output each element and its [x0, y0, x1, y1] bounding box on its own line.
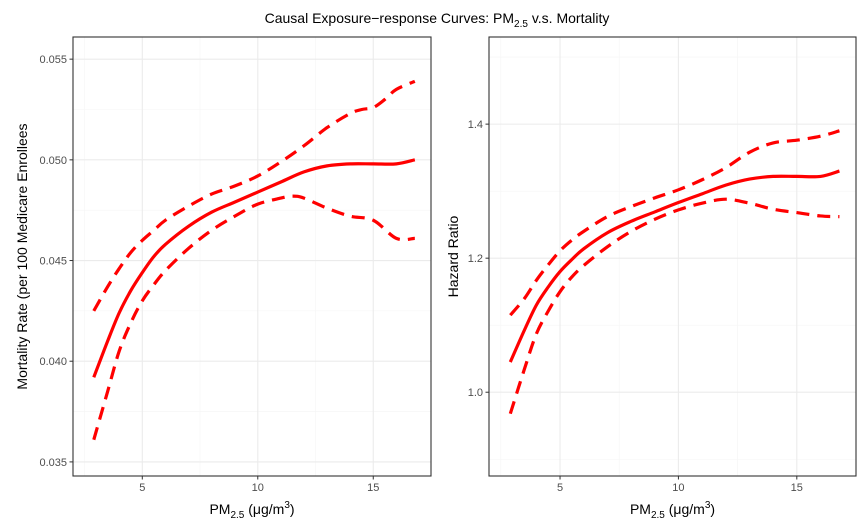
- y-axis-label-hazard: Hazard Ratio: [445, 215, 461, 297]
- title-subscript: 2.5: [514, 19, 528, 30]
- x-label-subscript: 2.5: [651, 510, 665, 521]
- title-tail: v.s. Mortality: [528, 10, 609, 26]
- series-estimate-line: [92, 158, 416, 378]
- panel-background: [489, 37, 856, 476]
- x-tick-label: 5: [557, 482, 563, 494]
- x-tick-label: 5: [139, 482, 145, 494]
- x-label-main: PM: [630, 501, 651, 517]
- grid-hazard: [489, 37, 857, 476]
- x-label-superscript: 3: [705, 500, 711, 511]
- series-upper-line: [92, 79, 416, 312]
- panel-border-mortality: [72, 36, 432, 477]
- x-label-main: PM: [209, 501, 230, 517]
- y-tick-label: 0.045: [39, 256, 67, 268]
- ticks-mortality: 5 10 15 0.035 0.040 0.045 0.050 0.055: [39, 54, 379, 494]
- ticks-hazard: 5 10 15 1.0 1.2 1.4: [468, 119, 803, 494]
- x-tick-label: 10: [252, 482, 264, 494]
- y-tick-label: 1.4: [468, 119, 483, 131]
- y-tick-label: 1.0: [468, 387, 483, 399]
- title-main: Causal Exposure−response Curves: PM: [265, 10, 514, 26]
- x-label-superscript: 3: [284, 500, 290, 511]
- x-label-unit-close: ): [290, 501, 295, 517]
- panel-mortality-rate: 5 10 15 0.035 0.040 0.045 0.050 0.055 PM2.5 (μg…: [14, 36, 432, 521]
- x-axis-label-mortality: PM2.5 (μg/m3): [209, 500, 294, 521]
- x-label-unit: (μg/m: [665, 501, 705, 517]
- series-lower-line: [92, 194, 415, 441]
- y-tick-label: 0.040: [39, 356, 67, 368]
- curves-hazard: [508, 129, 840, 415]
- x-tick-label: 15: [791, 482, 803, 494]
- y-tick-label: 0.055: [39, 54, 67, 66]
- y-tick-label: 0.035: [39, 457, 67, 469]
- series-estimate-line: [508, 169, 840, 363]
- panel-background: [73, 37, 431, 476]
- y-tick-label: 1.2: [468, 253, 483, 265]
- chart-title: Causal Exposure−response Curves: PM2.5 v…: [265, 10, 610, 30]
- curves-mortality: [92, 79, 416, 441]
- x-tick-label: 15: [367, 482, 379, 494]
- series-lower-line: [508, 197, 840, 415]
- panel-hazard-ratio: 5 10 15 1.0 1.2 1.4 PM2.5 (μg/m3) Hazard Rati…: [445, 36, 857, 521]
- x-axis-label-hazard: PM2.5 (μg/m3): [630, 500, 715, 521]
- grid-mortality: [73, 37, 432, 476]
- y-tick-label: 0.050: [39, 155, 67, 167]
- y-axis-label-mortality: Mortality Rate (per 100 Medicare Enrolle…: [14, 123, 30, 389]
- x-tick-label: 10: [672, 482, 684, 494]
- x-label-unit-close: ): [710, 501, 715, 517]
- series-upper-line: [509, 129, 840, 317]
- x-label-unit: (μg/m: [244, 501, 284, 517]
- panel-border-hazard: [488, 36, 857, 477]
- x-label-subscript: 2.5: [230, 510, 244, 521]
